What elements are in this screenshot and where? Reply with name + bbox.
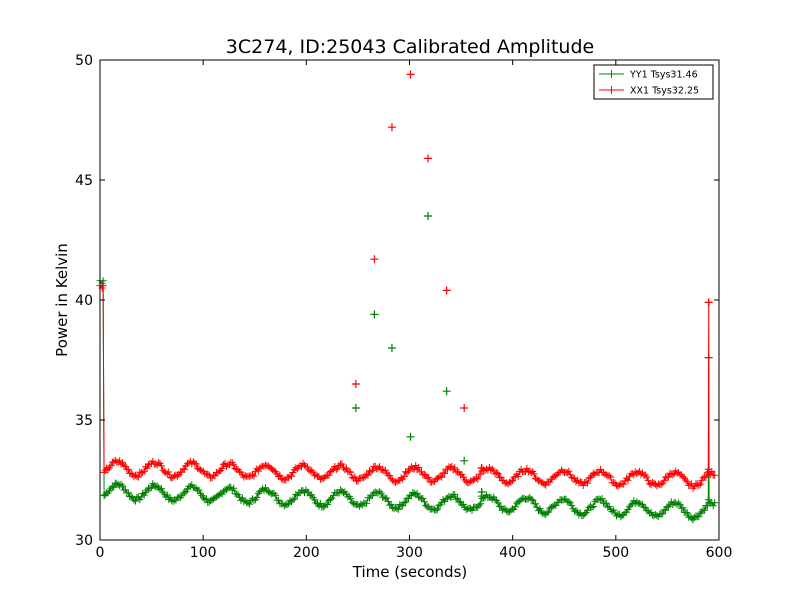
series-0-peak-point	[406, 432, 415, 441]
chart-title: 3C274, ID:25043 Calibrated Amplitude	[226, 36, 594, 58]
y-tick-label: 35	[75, 413, 93, 429]
x-tick-label: 400	[499, 545, 526, 561]
legend: YY1 Tsys31.46 XX1 Tsys32.25	[593, 64, 714, 100]
x-tick-label: 500	[602, 545, 629, 561]
series-1-peak-point	[704, 298, 713, 307]
series-1-peak-point	[387, 123, 396, 132]
series-markers-0	[96, 277, 719, 524]
x-tick-label: 600	[706, 545, 733, 561]
legend-label-xx1: XX1 Tsys32.25	[630, 86, 699, 97]
series-0-peak-point	[370, 310, 379, 319]
series-0-peak-point	[460, 456, 469, 465]
series-1-peak-point	[477, 464, 486, 472]
x-tick-label: 200	[293, 545, 320, 561]
series-1-peak-point	[424, 154, 433, 163]
y-tick-label: 40	[75, 293, 93, 309]
series-1-peak-point	[460, 404, 469, 412]
legend-entry-yy1: YY1 Tsys31.46	[599, 70, 698, 81]
y-tick-label: 45	[75, 173, 93, 189]
series-1-peak-point	[370, 255, 379, 264]
series-0-peak-point	[424, 212, 433, 220]
x-tick-label: 300	[396, 545, 423, 561]
series-layer	[96, 70, 719, 524]
series-1-peak-point	[351, 380, 360, 388]
legend-box	[593, 64, 714, 100]
legend-entry-xx1: XX1 Tsys32.25	[599, 86, 699, 97]
series-line-1	[99, 285, 715, 490]
series-1-peak-point	[406, 70, 415, 79]
series-0-peak-point	[387, 344, 396, 352]
series-0-peak-point	[442, 387, 451, 396]
y-tick-label: 50	[75, 53, 93, 69]
axis-layer: 0 100 200 300 400 500 600 30 35 40 45 50	[75, 53, 732, 561]
legend-label-yy1: YY1 Tsys31.46	[629, 70, 698, 81]
x-axis-label: Time (seconds)	[352, 563, 468, 581]
legend-marker-yy1	[607, 70, 616, 78]
x-tick-label: 0	[96, 545, 105, 561]
legend-marker-xx1	[607, 86, 616, 94]
y-axis-label: Power in Kelvin	[53, 243, 71, 357]
series-1-peak-point	[442, 286, 451, 295]
x-tick-label: 100	[190, 545, 217, 561]
series-0-peak-point	[477, 488, 486, 496]
y-tick-label: 30	[75, 533, 93, 549]
series-markers-1	[96, 282, 719, 492]
series-0-peak-point	[351, 404, 360, 412]
